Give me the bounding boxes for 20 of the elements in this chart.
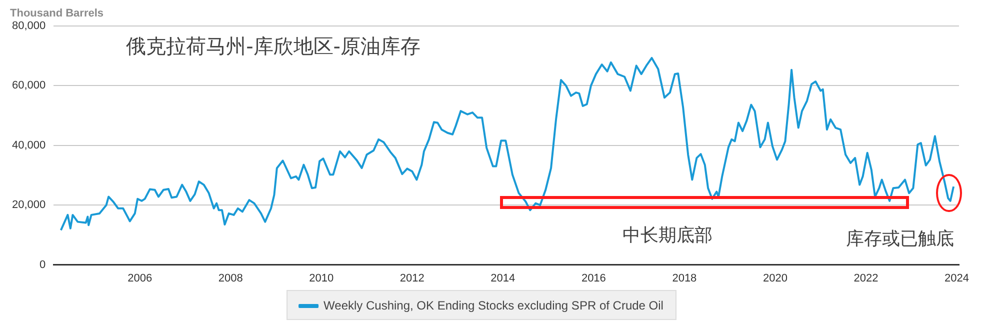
x-tick-label: 2014: [490, 272, 516, 284]
x-tick-label: 2024: [944, 272, 969, 284]
x-tick-label: 2010: [309, 272, 334, 284]
annotation: 中长期底部: [622, 224, 712, 246]
y-tick-label: 60,000: [12, 80, 46, 92]
y-axis-title: Thousand Barrels: [10, 8, 104, 20]
annotation: 库存或已触底: [846, 228, 954, 250]
x-tick-label: 2008: [218, 272, 243, 284]
x-tick-label: 2018: [672, 272, 697, 284]
y-tick-label: 20,000: [12, 199, 46, 212]
y-tick-label: 40,000: [12, 139, 46, 152]
x-tick-label: 2016: [581, 272, 606, 284]
x-tick-label: 2012: [400, 272, 424, 284]
x-tick-label: 2022: [854, 272, 878, 284]
x-tick-label: 2006: [128, 272, 152, 284]
y-tick-label: 0: [40, 258, 46, 271]
legend-label: Weekly Cushing, OK Ending Stocks excluding SPR of Crude Oil: [324, 298, 664, 312]
y-tick-label: 80,000: [12, 20, 46, 32]
x-tick-label: 2020: [762, 272, 788, 284]
text: 俄克拉荷马州-库欣地区-原油库存: [126, 34, 421, 58]
